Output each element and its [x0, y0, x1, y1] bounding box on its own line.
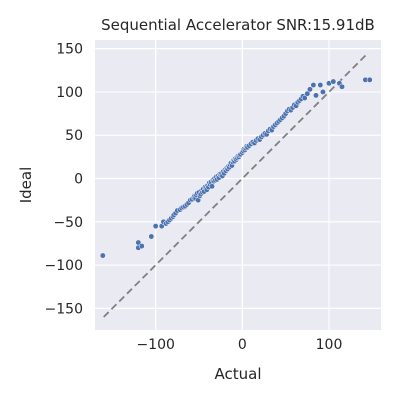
data-point — [319, 88, 326, 95]
data-points — [99, 76, 373, 259]
reference-line — [103, 52, 369, 318]
x-tick-label: 100 — [316, 337, 343, 353]
data-point — [313, 92, 319, 99]
data-point — [138, 243, 145, 249]
data-point — [339, 83, 345, 90]
y-tick-label: −50 — [53, 215, 83, 231]
data-point — [317, 82, 324, 88]
y-tick-labels: −150 −100 −50 0 50 100 150 — [45, 42, 83, 318]
x-tick-label: −100 — [136, 337, 174, 353]
x-tick-labels: −100 0 100 — [136, 337, 342, 353]
y-tick-label: 150 — [56, 42, 83, 58]
data-point — [209, 183, 215, 190]
y-tick-label: 50 — [65, 128, 83, 144]
x-tick-label: 0 — [238, 337, 247, 353]
data-point — [330, 78, 337, 85]
data-point — [306, 86, 313, 93]
y-tick-label: −150 — [45, 301, 83, 317]
data-point — [310, 82, 317, 88]
data-point — [301, 95, 308, 101]
data-point — [366, 76, 373, 83]
data-point — [304, 90, 311, 97]
data-point — [152, 223, 159, 230]
y-axis-label: Ideal — [17, 167, 35, 204]
y-tick-label: 0 — [74, 172, 83, 188]
data-point — [148, 233, 155, 240]
data-point — [99, 252, 106, 259]
grid — [95, 40, 381, 330]
y-tick-label: 100 — [56, 85, 83, 101]
identity-line — [103, 52, 369, 318]
y-tick-label: −100 — [45, 258, 83, 274]
chart-title: Sequential Accelerator SNR:15.91dB — [101, 16, 375, 34]
x-axis-label: Actual — [215, 365, 262, 383]
